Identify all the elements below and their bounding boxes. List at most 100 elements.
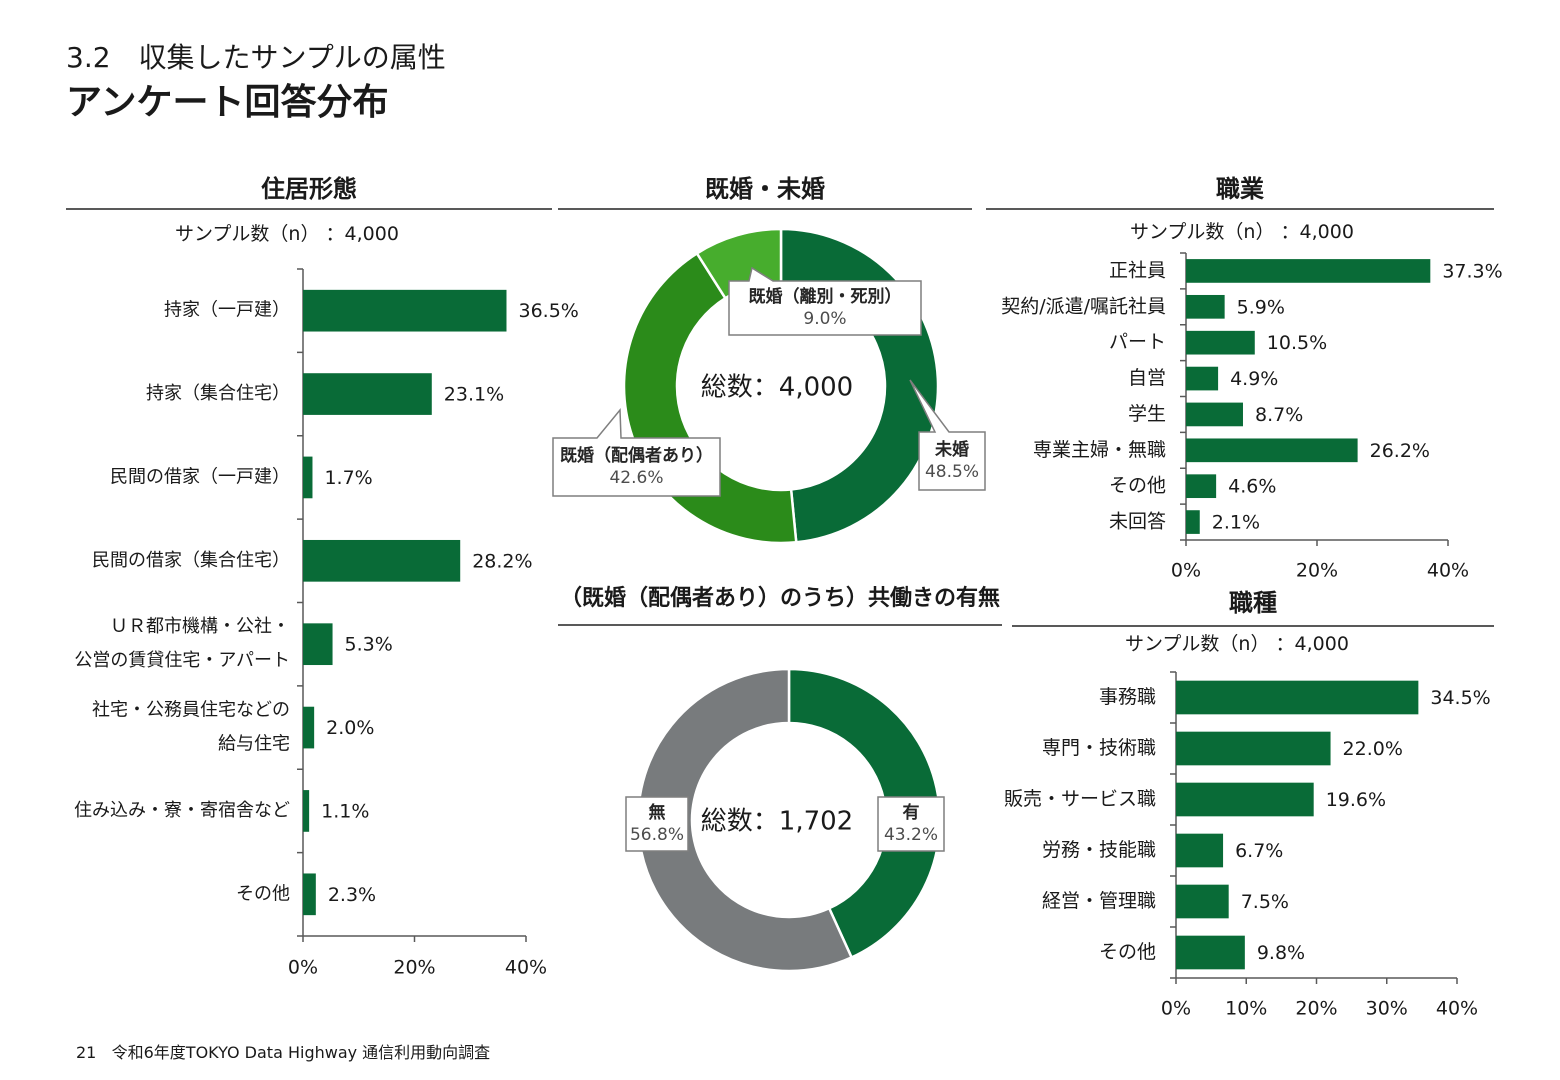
job-category-label: 自営 xyxy=(1128,367,1166,389)
dual-callout-yes-box xyxy=(877,796,945,852)
job-category-label: 正社員 xyxy=(1109,259,1166,281)
jobtype-x-tick-label: 10% xyxy=(1225,998,1267,1020)
page-subtitle: 3.2 収集したサンプルの属性 xyxy=(66,41,446,74)
dual-callout-no-text: 無 xyxy=(649,802,666,823)
section-rule-housing xyxy=(66,208,552,210)
housing-value-label: 36.5% xyxy=(518,300,578,322)
jobtype-category-label: 事務職 xyxy=(1099,686,1156,708)
jobtype-category-label: 専門・技術職 xyxy=(1042,737,1156,759)
housing-bar xyxy=(303,539,461,582)
job-category-label: 契約/派遣/嘱託社員 xyxy=(1001,295,1166,317)
job-value-label: 4.9% xyxy=(1230,368,1278,390)
marital-callout-married-text: 42.6% xyxy=(609,468,663,488)
section-title-job: 職業 xyxy=(1216,175,1264,203)
housing-x-tick-label: 40% xyxy=(505,957,547,979)
jobtype-value-label: 22.0% xyxy=(1343,738,1403,760)
job-bar xyxy=(1186,474,1217,499)
housing-category-label: 住み込み・寮・寄宿舎など xyxy=(74,800,290,821)
section-rule-dual xyxy=(558,624,1002,626)
job-bar xyxy=(1186,330,1255,355)
housing-x-tick-label: 0% xyxy=(288,957,318,979)
dual-callout-yes-text: 有 xyxy=(903,802,920,823)
job-category-label: 専業主婦・無職 xyxy=(1033,439,1166,461)
jobtype-value-label: 9.8% xyxy=(1257,942,1305,964)
jobtype-bar xyxy=(1176,782,1314,817)
job-x-tick-label: 0% xyxy=(1171,560,1201,582)
jobtype-category-label: 販売・サービス職 xyxy=(1004,788,1156,810)
job-bar xyxy=(1186,402,1243,427)
jobtype-bar xyxy=(1176,833,1224,868)
marital-center-label: 総数：4,000 xyxy=(701,373,853,403)
marital-callout-married-text: 既婚（配偶者あり） xyxy=(560,445,713,466)
job-category-label: その他 xyxy=(1109,475,1166,497)
jobtype-x-tick-label: 20% xyxy=(1295,998,1337,1020)
marital-callout-divorced-text: 既婚（離別・死別） xyxy=(749,286,902,307)
job-value-label: 37.3% xyxy=(1442,260,1502,282)
dual-callout-yes: 有43.2% xyxy=(877,796,945,852)
housing-category-label: 持家（集合住宅） xyxy=(146,383,290,404)
marital-callout-married: 既婚（配偶者あり）42.6% xyxy=(552,407,721,497)
housing-value-label: 1.7% xyxy=(324,467,372,489)
jobtype-bar xyxy=(1176,935,1245,970)
housing-bar xyxy=(303,790,310,832)
jobtype-bar xyxy=(1176,731,1331,766)
housing-bar xyxy=(303,706,315,749)
housing-bar xyxy=(303,373,432,415)
job-bar xyxy=(1186,510,1200,534)
housing-bar xyxy=(303,873,316,916)
page-number: 21 xyxy=(76,1043,97,1062)
job-value-label: 2.1% xyxy=(1212,512,1260,534)
marital-callout-unmarried-text: 未婚 xyxy=(934,439,969,460)
job-bar xyxy=(1186,259,1431,283)
jobtype-category-label: 経営・管理職 xyxy=(1042,890,1156,912)
housing-x-tick-label: 20% xyxy=(393,957,435,979)
section-rule-job xyxy=(986,208,1494,210)
jobtype-category-label: その他 xyxy=(1099,941,1156,963)
jobtype-bar xyxy=(1176,680,1419,715)
jobtype-x-tick-label: 40% xyxy=(1436,998,1478,1020)
dual-callout-no: 無56.8% xyxy=(625,796,689,852)
housing-category-label: 公営の賃貸住宅・アパート xyxy=(74,650,290,671)
housing-value-label: 23.1% xyxy=(444,384,504,406)
sample-count-jobtype: サンプル数（n） ：4,000 xyxy=(1125,633,1349,655)
section-title-housing: 住居形態 xyxy=(261,175,357,203)
marital-callout-married-box xyxy=(552,407,721,497)
housing-category-label: 社宅・公務員住宅などの xyxy=(92,700,290,721)
dual-slice xyxy=(787,667,942,960)
job-value-label: 5.9% xyxy=(1237,296,1285,318)
jobtype-x-tick-label: 0% xyxy=(1161,998,1191,1020)
job-category-label: 学生 xyxy=(1128,403,1166,425)
marital-callout-divorced-box xyxy=(728,266,922,336)
section-rule-marital xyxy=(558,208,972,210)
page-title: アンケート回答分布 xyxy=(66,82,389,123)
job-value-label: 8.7% xyxy=(1255,404,1303,426)
job-value-label: 4.6% xyxy=(1228,476,1276,498)
job-value-label: 10.5% xyxy=(1267,332,1327,354)
jobtype-value-label: 34.5% xyxy=(1430,687,1490,709)
dual-slice xyxy=(636,667,854,973)
housing-value-label: 28.2% xyxy=(472,550,532,572)
dual-callout-no-box xyxy=(625,796,689,852)
housing-value-label: 1.1% xyxy=(321,800,369,822)
jobtype-value-label: 19.6% xyxy=(1326,789,1386,811)
dual-center-label: 総数：1,702 xyxy=(701,807,853,837)
jobtype-value-label: 7.5% xyxy=(1241,891,1289,913)
housing-category-label: 民間の借家（一戸建） xyxy=(110,466,290,487)
job-value-label: 26.2% xyxy=(1370,440,1430,462)
sample-count-job: サンプル数（n） ：4,000 xyxy=(1130,221,1354,243)
footer: 21 令和6年度TOKYO Data Highway 通信利用動向調査 xyxy=(76,1042,490,1064)
housing-value-label: 2.0% xyxy=(326,717,374,739)
job-bar xyxy=(1186,294,1225,319)
housing-category-label: 持家（一戸建） xyxy=(164,300,290,321)
housing-category-label: 民間の借家（集合住宅） xyxy=(92,550,290,571)
marital-callout-unmarried-text: 48.5% xyxy=(925,462,979,482)
job-bar xyxy=(1186,366,1219,391)
section-title-dual: （既婚（配偶者あり）のうち）共働きの有無 xyxy=(559,586,1000,611)
footer-text: 令和6年度TOKYO Data Highway 通信利用動向調査 xyxy=(111,1043,491,1062)
section-rule-jobtype xyxy=(1012,625,1494,627)
marital-callout-divorced: 既婚（離別・死別）9.0% xyxy=(728,266,922,336)
marital-callout-divorced-text: 9.0% xyxy=(803,309,846,329)
section-title-marital: 既婚・未婚 xyxy=(705,175,825,203)
